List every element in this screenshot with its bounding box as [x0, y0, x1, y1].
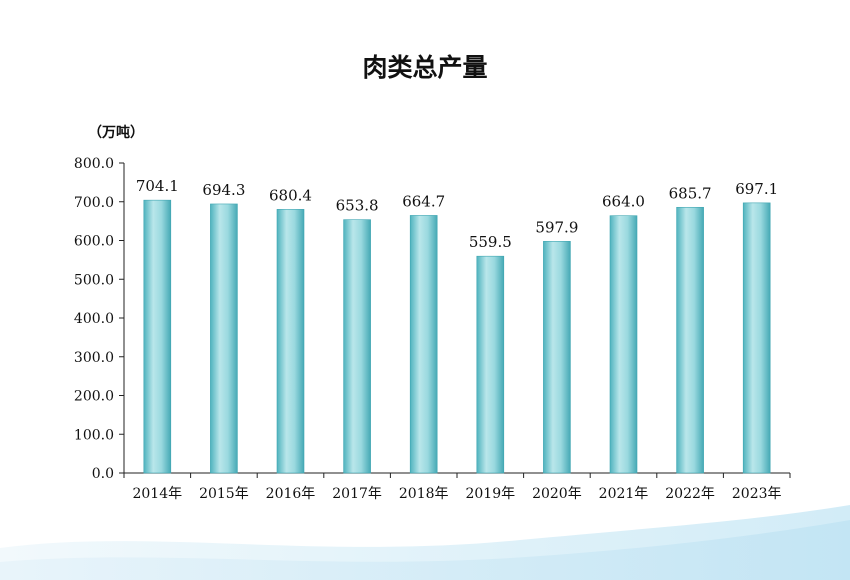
y-axis: 0.0 100.0 200.0 300.0 400.0 500.0 600.0 700.0 80…: [74, 156, 125, 482]
bar-value-label: 704.1: [136, 177, 179, 195]
bar-value-label: 664.7: [402, 192, 445, 210]
x-tick-label: 2015年: [199, 486, 249, 502]
bar-value-label: 697.1: [735, 180, 778, 198]
bar-value-label: 685.7: [669, 184, 712, 202]
bar: [543, 241, 571, 474]
x-tick-label: 2016年: [266, 486, 316, 502]
y-tick-label: 500.0: [74, 272, 114, 288]
y-tick-label: 100.0: [74, 427, 114, 443]
bars: 704.1 694.3 680.4 653.8 664.7 559.5 597.9 664.0…: [136, 177, 778, 474]
bar: [210, 203, 238, 474]
bar: [742, 202, 771, 474]
bar: [409, 215, 438, 474]
bar-value-label: 559.5: [469, 233, 512, 251]
y-tick-label: 200.0: [74, 389, 114, 405]
bar: [676, 206, 704, 474]
bar-value-label: 597.9: [535, 218, 578, 236]
x-tick-label: 2020年: [532, 486, 582, 502]
bar-value-label: 694.3: [202, 181, 245, 199]
x-tick-label: 2022年: [665, 486, 715, 502]
x-tick-label: 2018年: [399, 486, 449, 502]
x-axis: 2014年 2015年 2016年 2017年 2018年 2019年 2020年 2021年…: [123, 472, 791, 502]
y-tick-label: 400.0: [74, 311, 114, 327]
chart-title: 肉类总产量: [362, 53, 487, 82]
y-tick-label: 0.0: [92, 466, 114, 482]
bar: [609, 215, 638, 474]
x-tick-label: 2017年: [332, 486, 382, 502]
x-tick-label: 2021年: [599, 486, 649, 502]
y-tick-label: 300.0: [74, 350, 114, 366]
y-tick-label: 600.0: [74, 234, 114, 250]
bar-value-label: 680.4: [269, 186, 312, 204]
bar: [476, 255, 505, 474]
x-tick-label: 2019年: [465, 486, 515, 502]
x-tick-label: 2014年: [132, 486, 182, 502]
bar: [143, 199, 172, 474]
bar-value-label: 653.8: [336, 197, 379, 215]
y-tick-label: 800.0: [74, 156, 114, 172]
y-tick-label: 700.0: [74, 195, 114, 211]
bar: [343, 219, 371, 474]
background-wave: [0, 505, 850, 580]
y-unit-label: （万吨）: [88, 124, 144, 141]
bar-value-label: 664.0: [602, 193, 645, 211]
x-tick-label: 2023年: [732, 486, 782, 502]
bar: [276, 209, 305, 474]
